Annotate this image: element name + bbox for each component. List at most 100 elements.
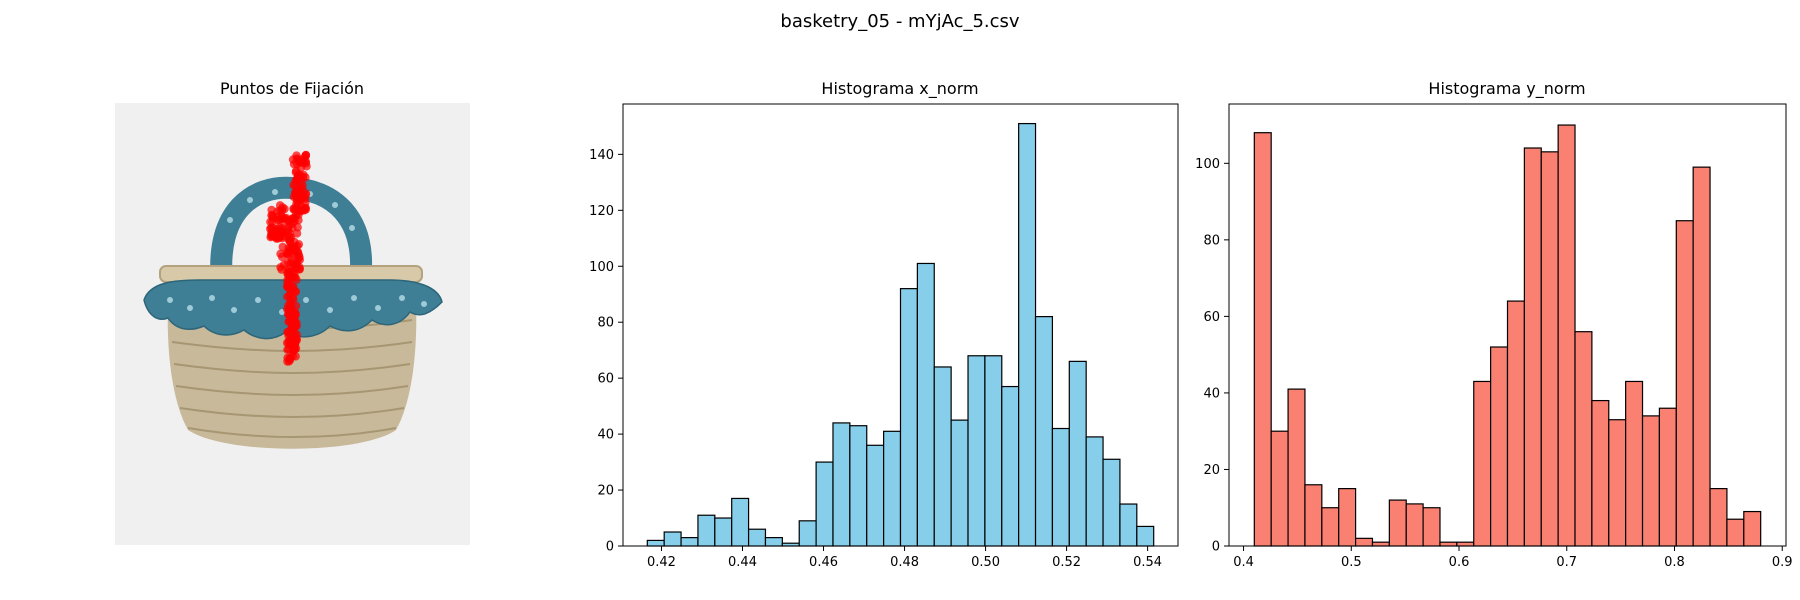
fixation-point — [298, 184, 307, 194]
histogram-bar — [1473, 380, 1492, 547]
histogram-bar — [1388, 499, 1407, 547]
x-tick-label: 0.50 — [971, 555, 1000, 570]
histogram-bar — [714, 517, 733, 547]
histogram-bar — [849, 425, 868, 547]
histogram-bar — [1405, 503, 1424, 547]
histogram-bar — [832, 422, 851, 547]
histogram-bar — [1136, 525, 1155, 547]
fixation-point — [289, 344, 298, 354]
fixation-point — [298, 192, 308, 202]
histogram-bar — [1523, 147, 1542, 547]
plot-frame — [622, 103, 1179, 547]
fixation-point — [292, 229, 302, 238]
histogram-bar — [883, 430, 902, 547]
histogram-y-title: Histograma y_norm — [1428, 79, 1585, 99]
x-tick-label: 0.54 — [1133, 555, 1162, 570]
histogram-bar — [1068, 360, 1087, 547]
fixation-point — [294, 216, 303, 225]
y-tick-label: 20 — [1203, 463, 1220, 478]
histogram-bar — [1270, 430, 1289, 547]
x-tick-label: 0.52 — [1052, 555, 1081, 570]
fixation-point — [284, 235, 294, 244]
histogram-bar — [1692, 166, 1711, 547]
x-tick-label: 0.46 — [809, 555, 838, 570]
histogram-bar — [1506, 300, 1525, 547]
histogram-bar — [1608, 419, 1627, 547]
histogram-x-title: Histograma x_norm — [821, 79, 978, 99]
x-tick-label: 0.48 — [890, 555, 919, 570]
fixation-point — [268, 213, 277, 222]
histogram-bar — [933, 366, 952, 547]
histogram-bar — [1034, 316, 1054, 547]
histogram-bar — [1338, 487, 1357, 547]
fixation-point — [287, 257, 296, 266]
figure-title: basketry_05 - mYjAc_5.csv — [780, 11, 1020, 32]
fixation-point — [301, 173, 310, 182]
histogram-bar — [1726, 518, 1745, 547]
y-tick-label: 20 — [597, 484, 614, 499]
histogram-bar — [1490, 346, 1509, 547]
fixation-point — [301, 203, 310, 213]
fixation-point — [298, 158, 307, 167]
histogram-bar — [866, 444, 885, 547]
fixation-point — [288, 155, 298, 164]
histogram-bar — [1641, 415, 1661, 547]
histogram-bar — [1253, 132, 1272, 547]
fixation-point — [268, 231, 277, 240]
histogram-bar — [1658, 407, 1677, 547]
histogram-bar — [1743, 510, 1762, 547]
y-tick-label: 100 — [1195, 157, 1220, 172]
histogram-bar — [798, 520, 817, 547]
fixation-point — [289, 317, 298, 326]
histogram-bar — [916, 262, 935, 547]
histogram-bar — [1321, 507, 1340, 547]
x-tick-label: 0.7 — [1556, 555, 1577, 570]
histogram-bar — [1018, 122, 1037, 547]
y-tick-label: 0 — [606, 540, 614, 555]
histogram-bar — [1304, 484, 1323, 547]
histogram-bar — [1591, 399, 1610, 547]
x-tick-label: 0.42 — [647, 555, 676, 570]
image-panel-title: Puntos de Fijación — [220, 79, 364, 98]
fabric-pattern — [167, 189, 427, 315]
histogram-bar — [1085, 436, 1104, 547]
fixation-point — [287, 305, 296, 315]
histogram-y-plot: 0.4 0.5 0.6 0.7 0.8 0.9 0 20 40 60 80 100 — [1195, 103, 1793, 570]
y-tick-label: 100 — [589, 260, 614, 275]
histogram-bar — [731, 497, 750, 547]
fixation-point — [291, 337, 300, 346]
plot-frame — [1228, 103, 1787, 547]
fixation-point — [293, 223, 302, 232]
histogram-bar — [815, 461, 834, 547]
histogram-x-plot: 0.42 0.44 0.46 0.48 0.50 0.52 0.54 0 20 40 60 80 100… — [589, 103, 1179, 570]
histogram-bar — [1354, 537, 1374, 547]
y-tick-label: 120 — [589, 204, 614, 219]
x-tick-label: 0.6 — [1449, 555, 1470, 570]
histogram-bar — [1540, 151, 1559, 547]
histogram-bar — [1119, 503, 1138, 547]
y-tick-label: 80 — [597, 316, 614, 331]
histogram-y-norm-panel: Histograma y_norm 0.4 0.5 0.6 0.7 0.8 0.9 0 20 4… — [1195, 79, 1792, 570]
histogram-bar — [764, 537, 783, 547]
histogram-bar — [1557, 124, 1576, 547]
y-tick-label: 140 — [589, 148, 614, 163]
x-tick-label: 0.5 — [1341, 555, 1362, 570]
histogram-bar — [899, 288, 918, 547]
y-tick-label: 40 — [597, 428, 614, 443]
x-tick-label: 0.8 — [1664, 555, 1685, 570]
histogram-bar — [1675, 220, 1694, 547]
histogram-bar — [967, 355, 986, 547]
fixation-image-panel: Puntos de Fijación — [115, 79, 470, 545]
histogram-bar — [1422, 507, 1441, 547]
fixation-point — [289, 180, 298, 190]
x-tick-label: 0.4 — [1233, 555, 1254, 570]
histogram-bar — [1625, 380, 1644, 547]
basket-body — [167, 300, 417, 449]
y-tick-label: 60 — [1203, 310, 1220, 325]
fixation-point — [283, 292, 292, 301]
histogram-bar — [1371, 541, 1390, 547]
y-tick-label: 80 — [1203, 233, 1220, 248]
histogram-bar — [1001, 385, 1020, 547]
histogram-bar — [697, 514, 716, 547]
histogram-x-norm-panel: Histograma x_norm 0.42 0.44 0.46 0.48 0.50 0.… — [589, 79, 1179, 570]
